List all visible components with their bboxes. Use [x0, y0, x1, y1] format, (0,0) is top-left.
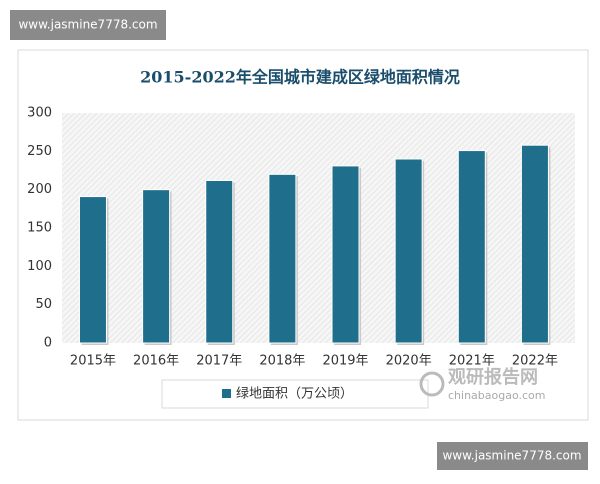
plot-area	[62, 113, 575, 343]
chart-title: 2015-2022年全国城市建成区绿地面积情况	[140, 68, 460, 87]
legend-swatch	[222, 389, 231, 398]
bar	[78, 196, 107, 344]
watermark-box	[437, 442, 588, 470]
bar	[331, 165, 360, 344]
y-tick-label: 300	[27, 106, 52, 121]
bar	[142, 189, 171, 344]
x-tick-label: 2019年	[322, 354, 368, 369]
x-tick-label: 2018年	[259, 354, 305, 369]
x-tick-label: 2021年	[449, 354, 495, 369]
bar	[394, 158, 423, 344]
y-tick-label: 200	[27, 182, 52, 197]
watermark: www.jasmine7778.com	[442, 449, 581, 463]
bar	[268, 173, 297, 344]
x-tick-label: 2016年	[133, 354, 179, 369]
legend-label: 绿地面积（万公顷）	[236, 387, 353, 402]
y-tick-label: 0	[44, 336, 52, 351]
logo-name: 观研报告网	[448, 366, 538, 388]
y-tick-label: 250	[27, 144, 52, 159]
y-tick-label: 50	[35, 297, 52, 312]
watermark-box	[10, 10, 166, 40]
y-tick-label: 100	[27, 259, 52, 274]
logo-icon	[419, 371, 445, 397]
x-tick-label: 2015年	[70, 354, 116, 369]
x-tick-label: 2017年	[196, 354, 242, 369]
x-tick-label: 2020年	[386, 354, 432, 369]
bar	[457, 150, 486, 344]
bar	[205, 179, 234, 344]
bar	[520, 144, 549, 344]
legend-box	[161, 379, 429, 409]
y-tick-label: 150	[27, 221, 52, 236]
logo-url: chinabaogao.com	[448, 389, 546, 402]
watermark: www.jasmine7778.com	[18, 18, 157, 32]
x-tick-label: 2022年	[512, 354, 558, 369]
